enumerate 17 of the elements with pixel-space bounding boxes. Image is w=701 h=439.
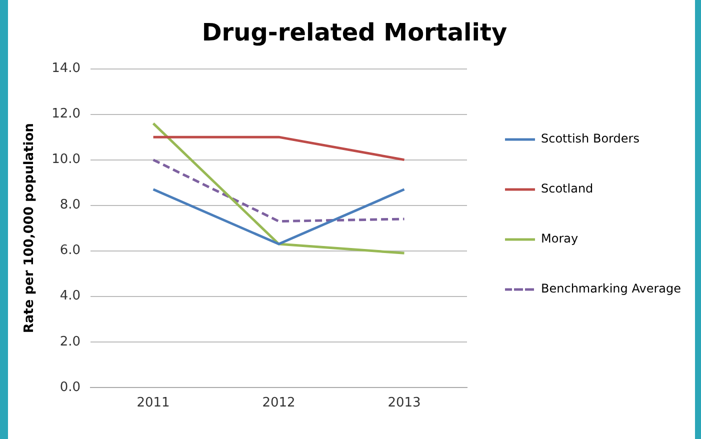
x-tick-label: 2012 [262, 396, 296, 411]
legend-label: Scotland [541, 182, 594, 196]
x-tick-label: 2013 [388, 396, 421, 411]
legend-label: Benchmarking Average [541, 282, 681, 296]
y-tick-label: 0.0 [60, 380, 81, 395]
y-tick-label: 10.0 [52, 152, 81, 168]
y-axis-title: Rate per 100,000 population [22, 123, 38, 334]
y-tick-label: 8.0 [60, 198, 81, 213]
y-tick-label: 14.0 [52, 61, 81, 76]
chart-title: Drug-related Mortality [202, 18, 508, 47]
y-tick-label: 6.0 [60, 243, 81, 258]
y-tick-label: 2.0 [60, 334, 81, 350]
x-tick-label: 2011 [136, 396, 170, 411]
legend-label: Moray [541, 232, 578, 246]
legend-label: Scottish Borders [541, 132, 640, 146]
y-tick-label: 4.0 [60, 288, 81, 304]
y-tick-label: 12.0 [52, 106, 81, 122]
